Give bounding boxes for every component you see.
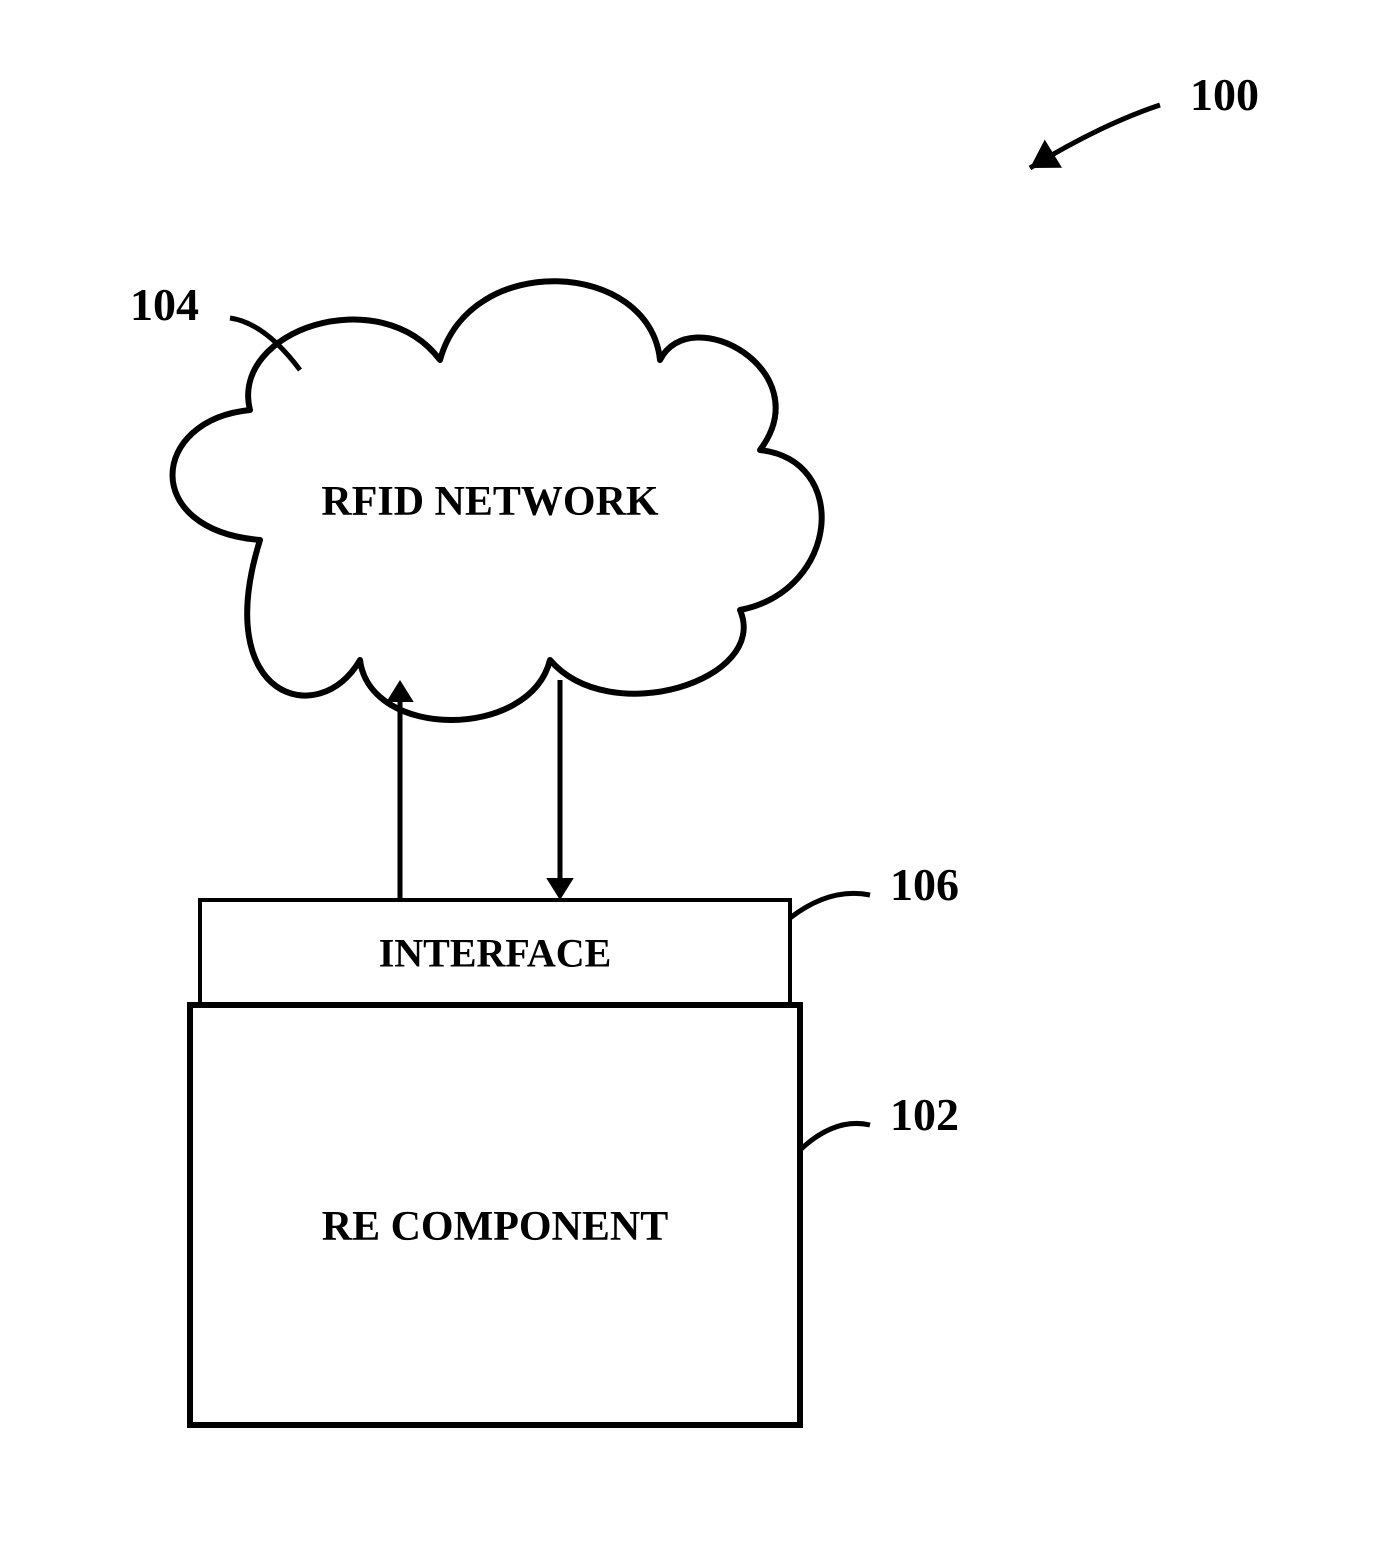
re-component-label: RE COMPONENT [322,1204,669,1250]
ref-104: 104 [130,279,199,330]
ref-106: 106 [890,859,959,910]
interface-label: INTERFACE [379,931,612,976]
ref-102-leader [800,1123,870,1150]
figure-ref-100: 100 [1190,69,1259,120]
ref-106-leader [790,893,870,918]
rfid-network-label: RFID NETWORK [321,479,659,525]
arrow-down-head [546,878,574,900]
ref-102: 102 [890,1089,959,1140]
